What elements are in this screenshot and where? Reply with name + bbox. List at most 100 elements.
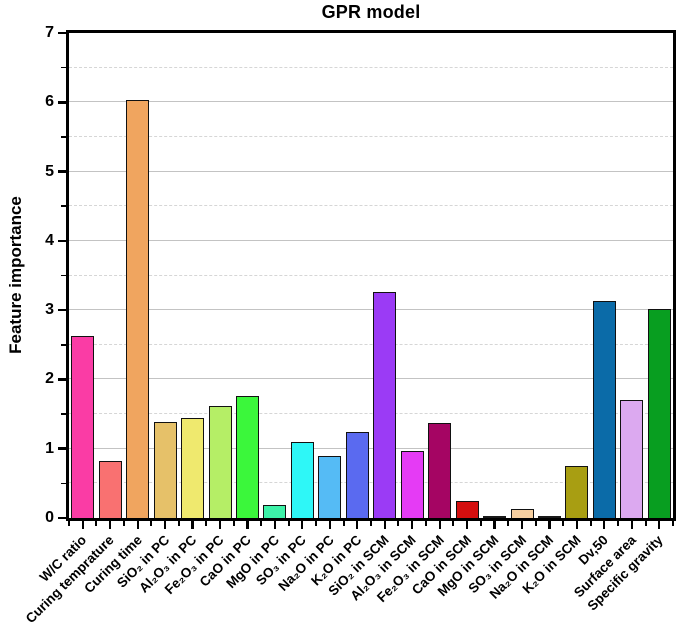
gridline-major-4 <box>69 239 673 241</box>
y-tick-label-6: 6 <box>45 93 54 111</box>
y-tick-major-7 <box>58 31 66 35</box>
bar-al-o-in-pc <box>181 417 205 518</box>
x-tick-curing-temprature <box>109 521 112 529</box>
bar-sio-in-scm <box>373 292 397 518</box>
x-tick-k-o-in-pc <box>356 521 359 529</box>
y-tick-label-0: 0 <box>45 509 54 526</box>
x-tick-al-o-in-pc <box>191 521 194 529</box>
gridline-major-3 <box>69 309 673 311</box>
y-tick-minor-1.5 <box>61 413 66 415</box>
x-tick-so-in-scm <box>520 521 524 529</box>
x-tick-so-in-pc <box>301 521 304 529</box>
x-tick-boundary-8 <box>287 521 290 526</box>
bar-so-in-pc <box>290 441 314 518</box>
bar-curing-temprature <box>98 460 122 518</box>
x-tick-sio-in-scm <box>383 521 386 529</box>
x-tick-boundary-12 <box>397 521 400 526</box>
x-tick-boundary-18 <box>562 521 565 526</box>
bar-specific-gravity <box>647 309 671 518</box>
bar-mgo-in-pc <box>263 504 287 518</box>
y-tick-major-5 <box>58 170 66 173</box>
bar-na-o-in-pc <box>318 455 342 518</box>
x-tick-dv-50 <box>603 521 606 529</box>
y-tick-major-2 <box>58 378 66 381</box>
y-axis-title: Feature importance <box>6 196 25 354</box>
x-tick-mgo-in-pc <box>273 521 276 529</box>
y-tick-major-3 <box>58 308 66 312</box>
x-tick-sio-in-pc <box>163 521 167 529</box>
gridline-major-1 <box>69 447 673 449</box>
y-tick-minor-0.5 <box>61 482 66 485</box>
gridline-major-6 <box>69 101 673 103</box>
plot-area <box>66 30 676 521</box>
gridline-minor-3.5 <box>69 274 673 276</box>
x-tick-boundary-19 <box>589 521 592 526</box>
chart-title: GPR model <box>321 2 421 22</box>
bar-surface-area <box>620 399 644 518</box>
bar-na-o-in-scm <box>537 516 561 518</box>
bar-cao-in-scm <box>455 500 479 518</box>
x-tick-boundary-11 <box>370 521 372 526</box>
bar-k-o-in-scm <box>565 466 589 518</box>
x-tick-boundary-10 <box>342 521 345 526</box>
y-tick-label-3: 3 <box>45 301 54 319</box>
bar-cao-in-pc <box>235 396 259 518</box>
gridline-minor-5.5 <box>69 135 673 137</box>
bar-so-in-scm <box>510 509 534 518</box>
bar-dv-50 <box>592 301 616 518</box>
y-tick-label-4: 4 <box>45 231 54 249</box>
x-tick-cao-in-scm <box>465 521 469 529</box>
gridline-minor-2.5 <box>69 343 673 345</box>
gridline-minor-0.5 <box>69 482 673 484</box>
y-tick-major-4 <box>58 239 66 243</box>
y-tick-label-1: 1 <box>45 439 54 457</box>
gridline-minor-1.5 <box>69 413 673 415</box>
x-tick-curing-time <box>136 521 139 529</box>
x-tick-surface-area <box>630 521 633 529</box>
bar-al-o-in-scm <box>400 450 424 518</box>
bar-curing-time <box>126 99 150 518</box>
x-tick-boundary-21 <box>644 521 647 526</box>
x-tick-cao-in-pc <box>246 521 249 529</box>
x-tick-boundary-22 <box>672 521 674 526</box>
bar-sio-in-pc <box>153 421 177 518</box>
bar-k-o-in-pc <box>345 432 369 518</box>
x-tick-boundary-0 <box>68 521 70 526</box>
y-tick-minor-5.5 <box>61 136 66 138</box>
x-tick-na-o-in-pc <box>328 521 331 529</box>
x-tick-boundary-7 <box>260 521 263 526</box>
x-tick-boundary-20 <box>617 521 620 526</box>
y-tick-major-0 <box>58 516 66 520</box>
y-tick-label-7: 7 <box>45 24 54 41</box>
x-tick-mgo-in-scm <box>493 521 496 529</box>
x-tick-boundary-14 <box>452 521 455 526</box>
y-tick-minor-3.5 <box>61 274 66 277</box>
x-tick-boundary-17 <box>534 521 537 526</box>
y-tick-label-5: 5 <box>45 162 54 180</box>
gridline-minor-6.5 <box>69 66 673 68</box>
x-tick-specific-gravity <box>658 521 661 529</box>
x-tick-boundary-6 <box>232 521 235 526</box>
bar-fe-o-in-pc <box>208 406 232 518</box>
y-tick-major-1 <box>58 447 66 450</box>
x-tick-fe-o-in-scm <box>438 521 441 529</box>
x-tick-al-o-in-scm <box>411 521 414 529</box>
bar-fe-o-in-scm <box>428 423 452 518</box>
bar-mgo-in-scm <box>483 516 507 518</box>
x-tick-w-c-ratio <box>81 521 84 529</box>
x-tick-boundary-15 <box>479 521 482 526</box>
gridline-major-2 <box>69 378 673 380</box>
bar-w-c-ratio <box>71 336 95 518</box>
y-tick-major-6 <box>58 100 66 104</box>
x-tick-boundary-13 <box>424 521 427 526</box>
y-tick-minor-6.5 <box>61 66 66 69</box>
x-tick-boundary-1 <box>95 521 98 526</box>
x-tick-boundary-3 <box>150 521 153 526</box>
y-tick-minor-4.5 <box>61 205 66 207</box>
x-tick-k-o-in-scm <box>575 521 578 529</box>
y-tick-minor-2.5 <box>61 343 66 346</box>
x-tick-na-o-in-scm <box>548 521 551 529</box>
x-tick-boundary-9 <box>315 521 318 526</box>
gridline-minor-4.5 <box>69 205 673 207</box>
